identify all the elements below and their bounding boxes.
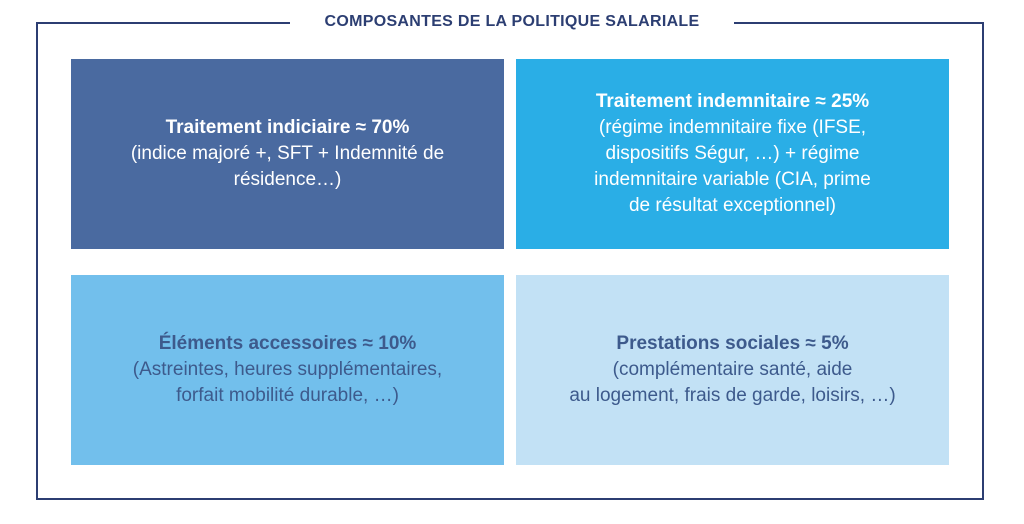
box-description: (Astreintes, heures supplémentaires, for…: [132, 359, 443, 406]
box-description: (régime indemnitaire fixe (IFSE, disposi…: [594, 117, 871, 216]
diagram-title: COMPOSANTES DE LA POLITIQUE SALARIALE: [290, 9, 734, 35]
box-elements-accessoires: Éléments accessoires ≈ 10% (Astreintes, …: [71, 275, 504, 465]
box-heading: Traitement indemnitaire ≈ 25%: [595, 91, 870, 112]
box-prestations-sociales: Prestations sociales ≈ 5% (complémentair…: [516, 275, 949, 465]
box-traitement-indemnitaire: Traitement indemnitaire ≈ 25% (régime in…: [516, 59, 949, 249]
box-traitement-indiciaire: Traitement indiciaire ≈ 70% (indice majo…: [71, 59, 504, 249]
box-heading: Prestations sociales ≈ 5%: [616, 333, 849, 354]
box-description: (indice majoré +, SFT + Indemnité de rés…: [130, 143, 445, 190]
box-heading: Traitement indiciaire ≈ 70%: [165, 117, 410, 138]
box-description: (complémentaire santé, aide au logement,…: [569, 359, 896, 406]
box-heading: Éléments accessoires ≈ 10%: [158, 333, 417, 354]
